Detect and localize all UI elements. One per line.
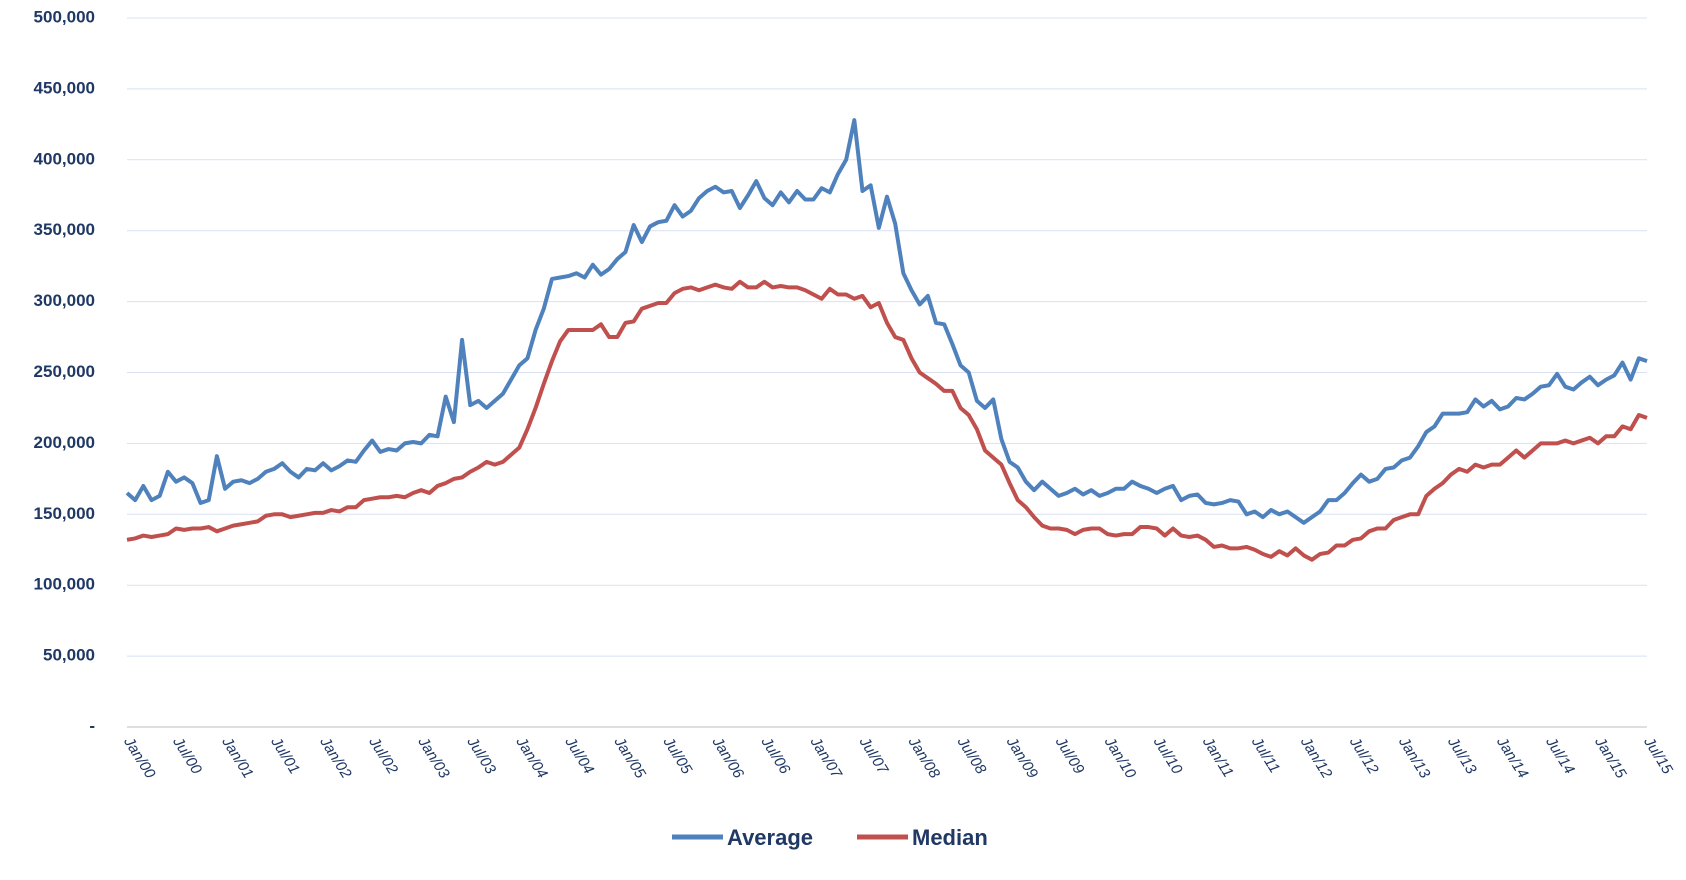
y-tick-label: - [89, 716, 95, 735]
y-tick-label: 50,000 [43, 646, 95, 665]
x-tick-label: Jan/13 [1395, 733, 1434, 782]
x-tick-label: Jan/03 [414, 733, 453, 782]
x-tick-label: Jul/12 [1346, 733, 1383, 777]
x-tick-label: Jan/11 [1198, 733, 1236, 780]
x-tick-label: Jul/04 [561, 733, 597, 777]
legend-label: Median [912, 825, 988, 850]
x-tick-label: Jan/07 [806, 733, 845, 782]
x-tick-label: Jan/04 [512, 733, 551, 781]
data-line [125, 118, 1648, 525]
x-tick-label: Jan/15 [1591, 733, 1630, 782]
x-tick-label: Jul/08 [953, 733, 990, 777]
x-tick-label: Jul/05 [659, 733, 696, 777]
x-tick-label: Jan/06 [708, 733, 747, 782]
data-line [126, 279, 1648, 562]
y-tick-label: 100,000 [34, 575, 95, 594]
x-tick-label: Jan/14 [1493, 733, 1532, 781]
x-tick-label: Jul/09 [1051, 733, 1088, 777]
y-tick-label: 300,000 [34, 291, 95, 310]
y-tick-label: 450,000 [34, 78, 95, 97]
x-tick-label: Jan/12 [1296, 733, 1335, 782]
x-tick-label: Jan/01 [218, 733, 257, 781]
x-tick-label: Jan/10 [1100, 733, 1139, 782]
y-tick-label: 250,000 [34, 362, 95, 381]
x-tick-label: Jan/00 [120, 733, 159, 782]
x-tick-label: Jul/07 [855, 733, 892, 777]
y-tick-label: 400,000 [34, 149, 95, 168]
x-tick-label: Jul/14 [1542, 733, 1578, 777]
x-tick-label: Jul/02 [365, 733, 402, 777]
x-tick-label: Jan/09 [1002, 733, 1041, 782]
x-tick-label: Jan/02 [316, 733, 355, 782]
y-tick-label: 350,000 [34, 220, 95, 239]
y-tick-label: 200,000 [34, 433, 95, 452]
x-tick-label: Jul/11 [1247, 733, 1283, 776]
y-tick-label: 150,000 [34, 504, 95, 523]
x-tick-label: Jan/08 [904, 733, 943, 782]
x-tick-label: Jul/03 [463, 733, 500, 777]
x-tick-label: Jul/10 [1149, 733, 1186, 777]
x-tick-label: Jul/13 [1444, 733, 1481, 777]
y-tick-label: 500,000 [34, 7, 95, 26]
legend-label: Average [727, 825, 813, 850]
x-tick-label: Jul/00 [169, 733, 206, 777]
x-tick-label: Jul/06 [757, 733, 794, 777]
x-tick-label: Jul/15 [1640, 733, 1677, 777]
x-tick-label: Jul/01 [267, 733, 303, 777]
x-tick-label: Jan/05 [610, 733, 649, 782]
